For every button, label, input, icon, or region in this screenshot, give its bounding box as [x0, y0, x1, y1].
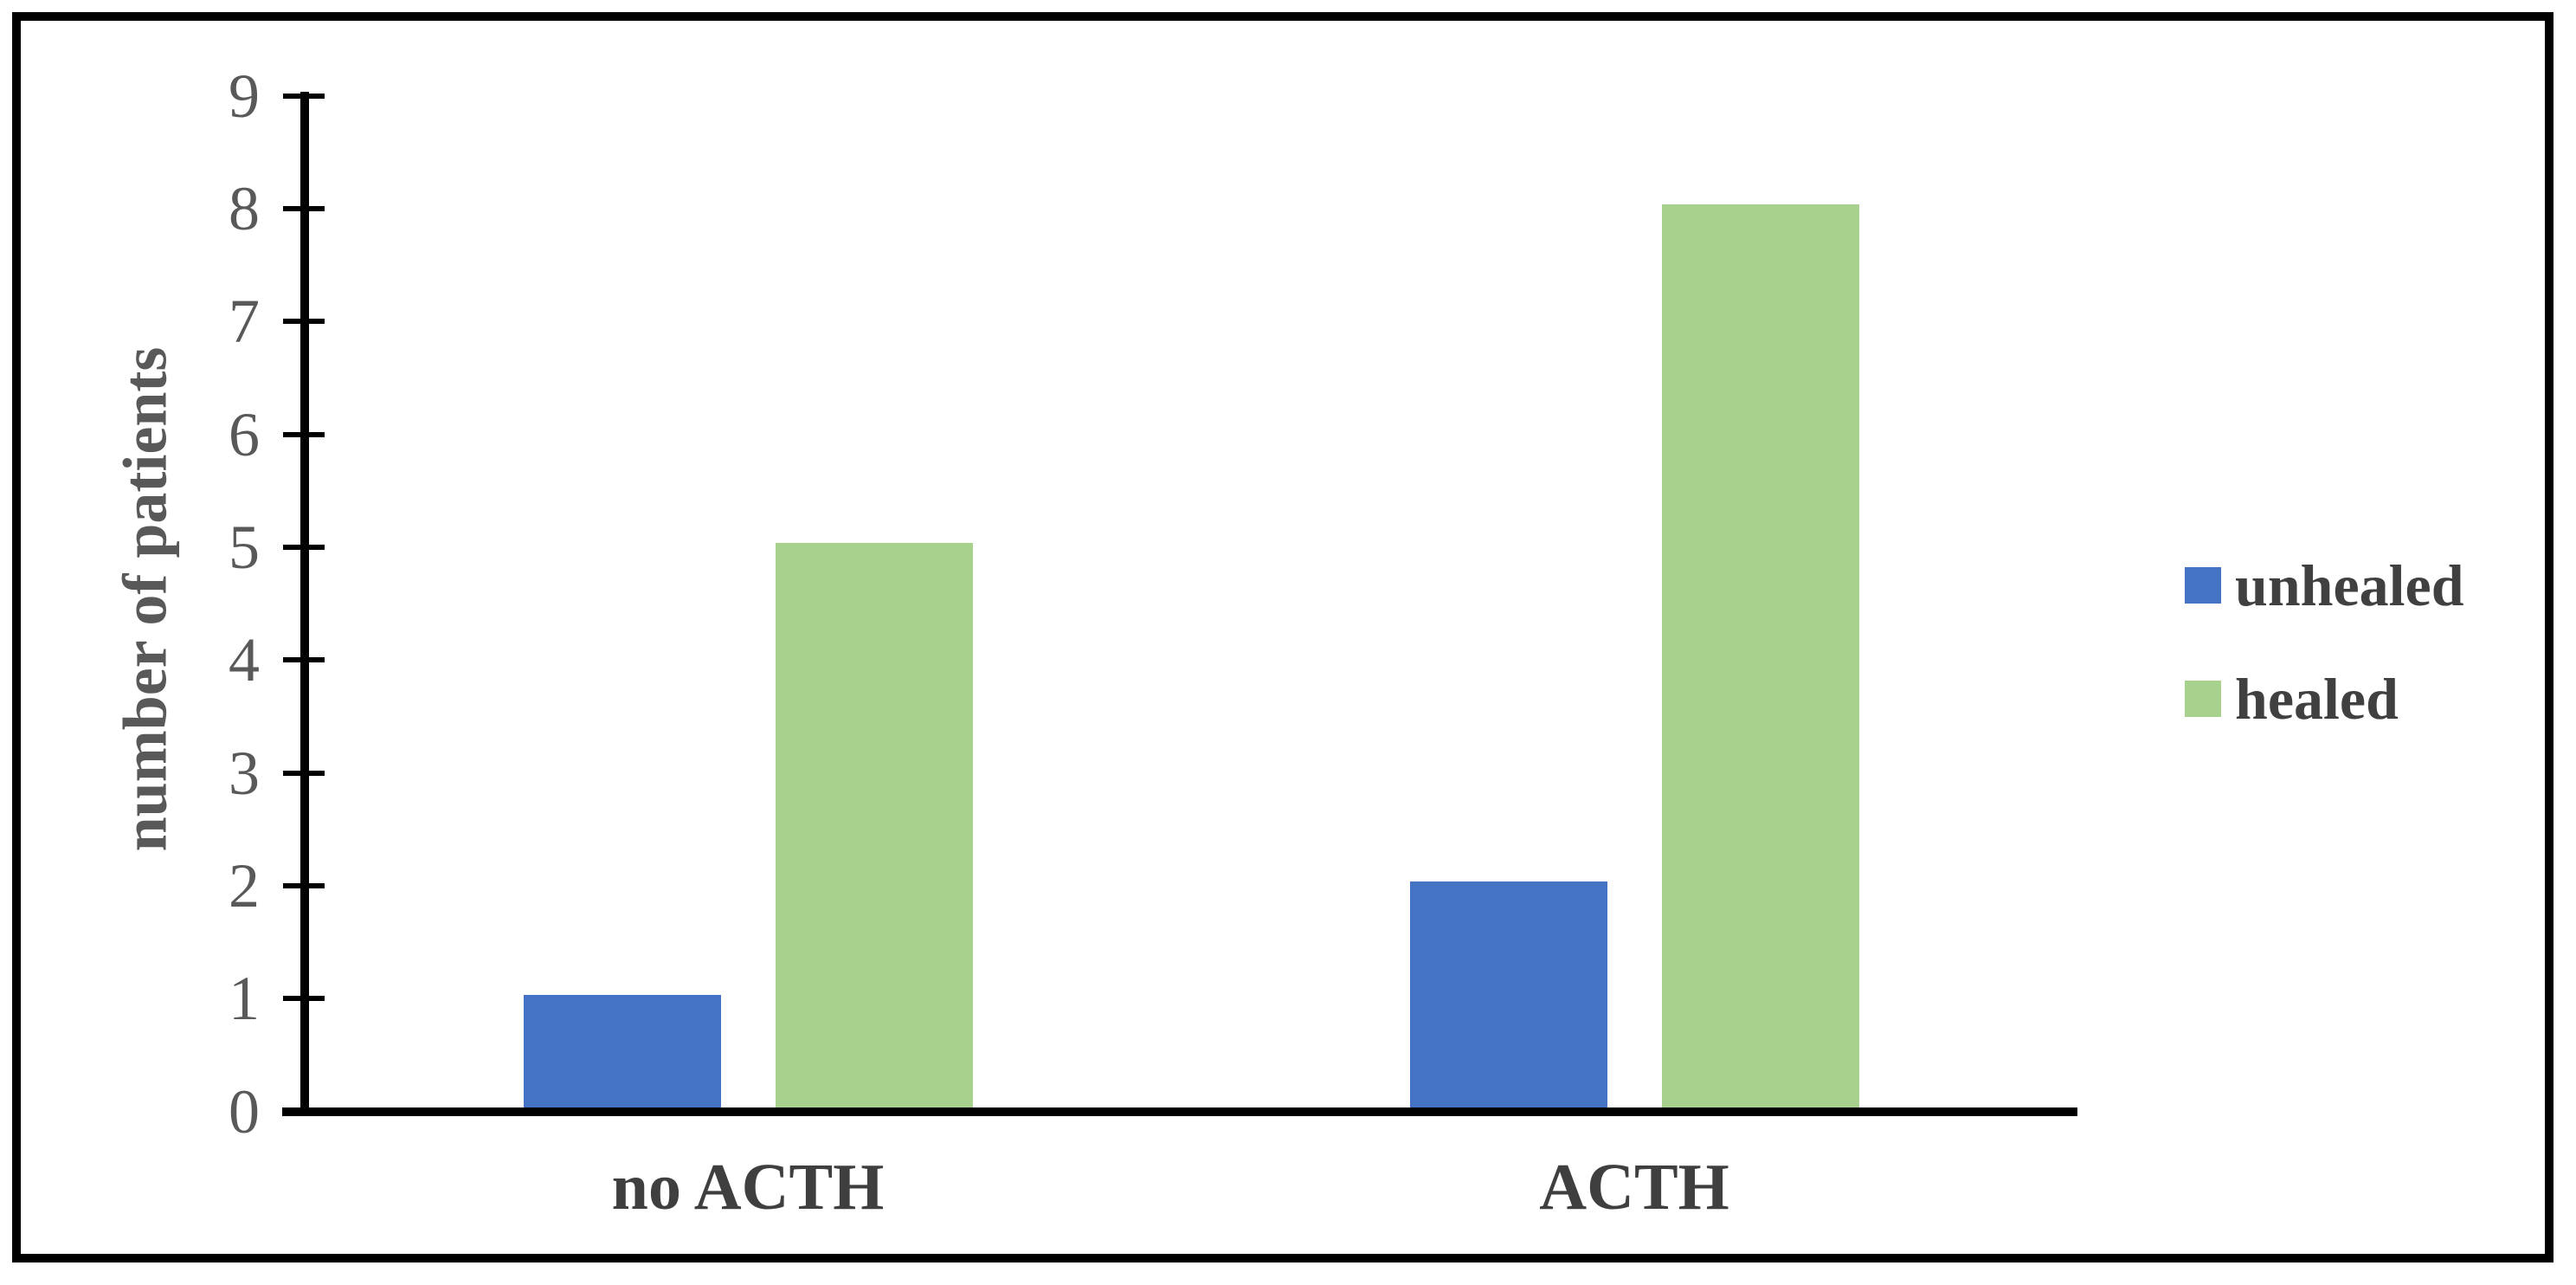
legend-swatch-healed: [2185, 681, 2221, 717]
y-tick-label: 5: [229, 512, 260, 582]
y-tick-label: 9: [229, 61, 260, 131]
y-tick-label: 4: [229, 625, 260, 695]
y-tick-label: 6: [229, 399, 260, 469]
x-axis-line: [282, 1107, 2077, 1116]
bar-unhealed-ACTH: [1409, 881, 1607, 1107]
y-axis-line: [300, 92, 309, 1115]
x-category-label: ACTH: [1539, 1151, 1729, 1224]
y-tick-label: 3: [229, 738, 260, 808]
y-tick-label: 8: [229, 173, 260, 243]
bar-healed-ACTH: [1661, 204, 1859, 1107]
y-tick-label: 7: [229, 287, 260, 357]
chart-outer-border: [12, 12, 2553, 1262]
legend-swatch-unhealed: [2185, 567, 2221, 604]
bar-unhealed-no-ACTH: [523, 994, 721, 1107]
legend-label-unhealed: unhealed: [2235, 552, 2464, 618]
y-tick-label: 0: [229, 1076, 260, 1146]
legend-label-healed: healed: [2235, 666, 2399, 732]
x-category-label: no ACTH: [611, 1151, 885, 1224]
legend-item-unhealed: unhealed: [2185, 554, 2464, 617]
y-tick-label: 1: [229, 964, 260, 1034]
legend-item-healed: healed: [2185, 668, 2399, 730]
y-tick-label: 2: [229, 850, 260, 920]
bar-healed-no-ACTH: [775, 543, 973, 1107]
